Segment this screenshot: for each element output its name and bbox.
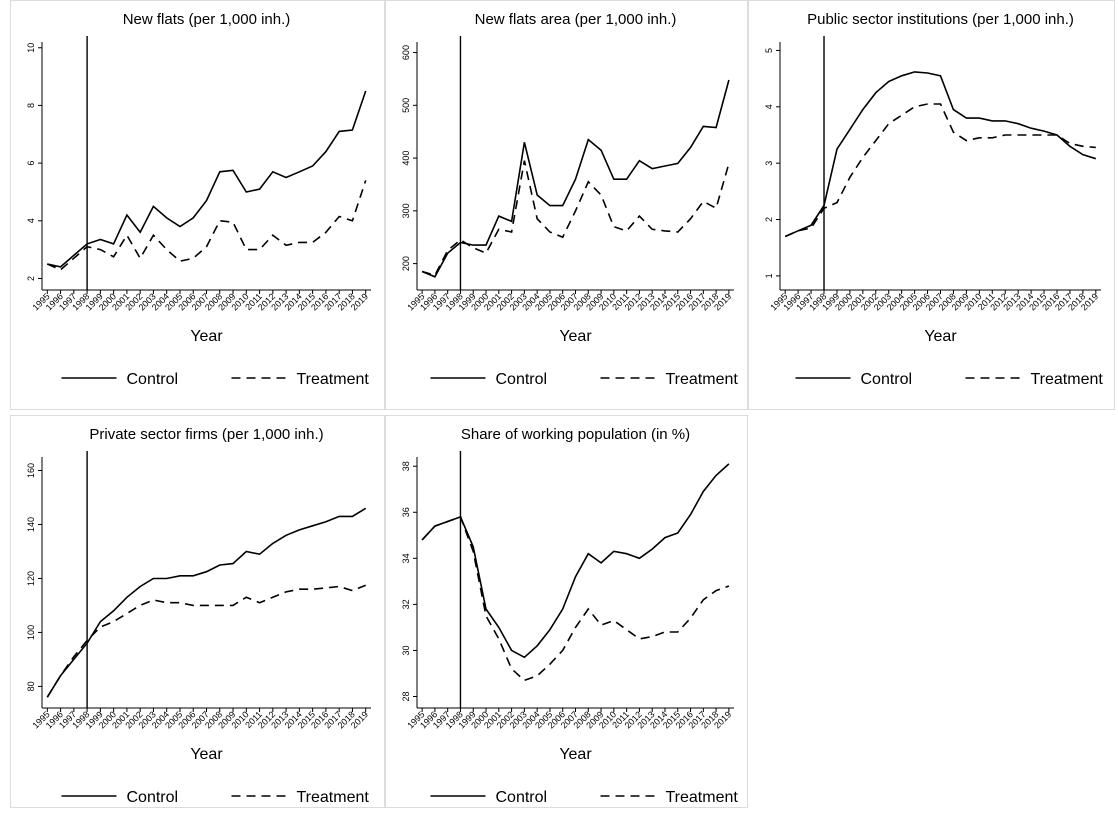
series-line bbox=[47, 90, 367, 268]
y-tick-label: 1 bbox=[764, 273, 774, 278]
y-tick-label: 38 bbox=[401, 461, 411, 471]
chart-title: New flats (per 1,000 inh.) bbox=[123, 11, 291, 28]
series-line bbox=[46, 507, 367, 698]
y-tick-label: 2 bbox=[26, 276, 36, 281]
y-tick-label: 36 bbox=[401, 507, 411, 517]
x-axis-label: Year bbox=[190, 746, 223, 763]
chart-title: Share of working population (in %) bbox=[461, 426, 690, 443]
x-axis-label: Year bbox=[559, 746, 592, 763]
y-tick-label: 4 bbox=[764, 104, 774, 109]
y-tick-label: 6 bbox=[26, 161, 36, 166]
chart-title: Public sector institutions (per 1,000 in… bbox=[807, 11, 1074, 28]
y-tick-label: 3 bbox=[764, 161, 774, 166]
series-line bbox=[784, 103, 1096, 238]
y-tick-label: 2 bbox=[764, 217, 774, 222]
legend-label: Control bbox=[127, 789, 179, 806]
panel-frame bbox=[10, 0, 385, 410]
panel-frame bbox=[10, 415, 385, 808]
y-tick-label: 140 bbox=[26, 517, 36, 532]
panel: Share of working population (in %) 28 30 32… bbox=[385, 415, 748, 808]
y-tick-label: 120 bbox=[26, 571, 36, 586]
series-line bbox=[46, 180, 367, 271]
y-tick-label: 300 bbox=[401, 203, 411, 218]
panel-frame bbox=[385, 415, 748, 808]
y-tick-label: 400 bbox=[401, 151, 411, 166]
x-axis-label: Year bbox=[190, 328, 223, 345]
panel: New flats area (per 1,000 inh.) 200 300 400… bbox=[385, 0, 748, 410]
y-tick-label: 28 bbox=[401, 691, 411, 701]
x-axis-label: Year bbox=[559, 328, 592, 345]
panel-frame bbox=[748, 0, 1115, 410]
series-line bbox=[784, 71, 1097, 238]
legend-label: Control bbox=[861, 371, 913, 388]
y-tick-label: 34 bbox=[401, 553, 411, 563]
y-tick-label: 200 bbox=[401, 256, 411, 271]
panel: Public sector institutions (per 1,000 in… bbox=[748, 0, 1115, 410]
panel: Private sector firms (per 1,000 inh.) 80 1… bbox=[10, 415, 385, 808]
y-tick-label: 100 bbox=[26, 625, 36, 640]
y-tick-label: 4 bbox=[26, 218, 36, 223]
legend-label: Control bbox=[127, 371, 179, 388]
y-tick-label: 80 bbox=[26, 681, 36, 691]
legend-label: Treatment bbox=[297, 789, 370, 806]
series-line bbox=[421, 463, 730, 659]
legend-label: Treatment bbox=[666, 789, 739, 806]
y-tick-label: 500 bbox=[401, 98, 411, 113]
x-axis-label: Year bbox=[924, 328, 957, 345]
chart-title: New flats area (per 1,000 inh.) bbox=[475, 11, 677, 28]
series-line bbox=[46, 584, 367, 698]
y-tick-label: 160 bbox=[26, 463, 36, 478]
y-tick-label: 32 bbox=[401, 599, 411, 609]
panel-frame bbox=[385, 0, 748, 410]
y-tick-label: 5 bbox=[764, 48, 774, 53]
y-tick-label: 30 bbox=[401, 645, 411, 655]
legend-label: Treatment bbox=[1031, 371, 1104, 388]
series-line bbox=[421, 515, 730, 682]
legend-label: Treatment bbox=[666, 371, 739, 388]
panel: New flats (per 1,000 inh.)24681019951996… bbox=[10, 0, 385, 410]
series-line bbox=[421, 79, 730, 278]
series-line bbox=[421, 160, 730, 277]
y-tick-label: 8 bbox=[26, 103, 36, 108]
legend-label: Control bbox=[496, 789, 548, 806]
y-tick-label: 600 bbox=[401, 45, 411, 60]
y-tick-label: 10 bbox=[26, 43, 36, 53]
legend-label: Treatment bbox=[297, 371, 370, 388]
chart-title: Private sector firms (per 1,000 inh.) bbox=[89, 426, 323, 443]
legend-label: Control bbox=[496, 371, 548, 388]
